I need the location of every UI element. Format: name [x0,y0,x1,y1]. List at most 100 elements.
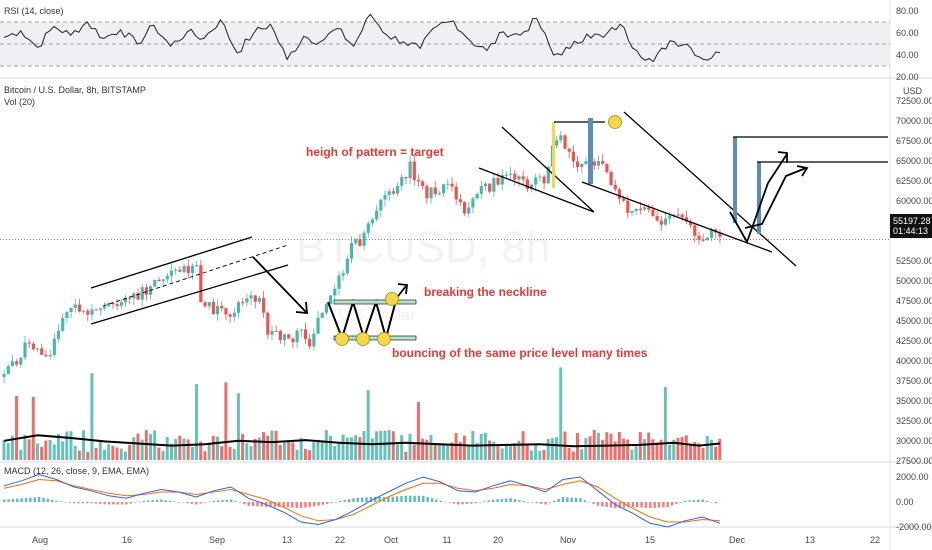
macd-hist-bar [618,502,621,508]
volume-bar [387,430,391,460]
macd-hist-bar [588,502,591,503]
candle-body [634,208,638,211]
candle-body [35,348,40,350]
candle-body [563,135,567,149]
macd-hist-bar [125,502,128,505]
candle-body [467,207,471,214]
price-tick-label: 67500.00 [896,136,932,146]
volume-bar [182,438,186,460]
volume-bar [542,449,546,460]
volume-bar [270,430,274,460]
macd-hist-bar [609,502,613,508]
candle-body [107,302,111,307]
candle-body [580,163,584,168]
macd-hist-bar [640,502,643,508]
candle-body [471,198,475,208]
candle-body [647,207,651,210]
volume-bar [693,441,697,460]
x-tick-label: 22 [870,535,880,545]
candle-body [324,304,329,313]
volume-bar [479,433,483,460]
candle-body [421,181,425,187]
price-tick-label: 35000.00 [896,396,932,406]
macd-hist-bar [190,502,194,504]
candle-body [483,183,488,187]
volume-bar [529,450,533,460]
candle-body [236,302,241,313]
macd-hist-bar [710,502,713,503]
candle-body [274,330,278,332]
candle-body [82,310,86,312]
candle-body [567,148,571,152]
falling-wedge-2[interactable] [581,111,797,267]
macd-hist-bar [439,500,442,502]
candles [2,131,722,384]
macd-hist-bar [679,502,683,503]
macd-hist-bar [478,502,482,503]
macd-hist-bar [64,502,67,503]
price-tick-label: 70000.00 [896,116,932,126]
channel-break-arrow[interactable] [252,256,308,314]
falling-wedge-1[interactable] [478,126,595,213]
volume-bar [144,430,148,460]
volume-bar [680,437,684,460]
volume-bar [525,444,529,460]
volume-bar [195,384,199,460]
volume-bar [496,445,500,460]
macd-hist-bar [155,499,159,502]
candle-body [517,176,521,180]
volume-bar [467,444,471,460]
candle-body [15,361,19,365]
macd-hist-bar [142,500,146,502]
macd-hist-bar [251,502,255,507]
macd-hist-bar [457,502,460,505]
candle-body [425,186,429,199]
candle-body [56,330,61,339]
candle-body [496,178,500,185]
volume-bar [266,435,270,460]
candle-body [23,342,27,358]
candle-body [509,173,513,175]
volume-bar [534,444,538,460]
candle-body [270,330,274,335]
price-tick-label: 50000.00 [896,276,932,286]
volume-bar [659,439,663,460]
candle-body [140,287,144,300]
macd-hist-bar [291,502,294,508]
candle-body [316,317,320,334]
candle-body [299,329,303,331]
macd-hist-bar [112,502,115,505]
candle-body [278,330,282,340]
volume-bar [462,435,466,460]
candle-body [437,193,442,195]
volume-bar [571,451,575,460]
volume-bar [580,449,584,460]
candle-body [232,312,236,317]
volume-bar [199,441,203,460]
volume-bar [211,435,215,460]
pattern-height-bar-2 [733,137,737,223]
price-badge-countdown: 01:44:13 [893,226,928,236]
candle-body [144,287,149,295]
macd-hist-bar [20,498,23,502]
volume-bar [291,442,295,460]
projection-arrows[interactable] [729,151,809,245]
candle-body [27,342,31,344]
macd-hist-bar [496,499,499,502]
macd-hist-bar [531,502,534,503]
volume-bar [379,430,383,460]
candle-body [395,185,400,194]
macd-hist-bar [627,502,630,508]
candle-body [412,161,416,181]
macd-hist-bar [317,502,320,506]
candle-body [680,214,684,218]
volume-bar [668,445,672,460]
candle-body [6,366,10,375]
ascending-channel[interactable] [90,236,289,325]
candle-body [241,302,245,304]
volume-bar [642,439,646,460]
candle-body [287,334,291,339]
volume-bar [123,451,127,460]
macd-hist-bar [544,502,547,505]
macd-hist-bar [688,500,691,502]
